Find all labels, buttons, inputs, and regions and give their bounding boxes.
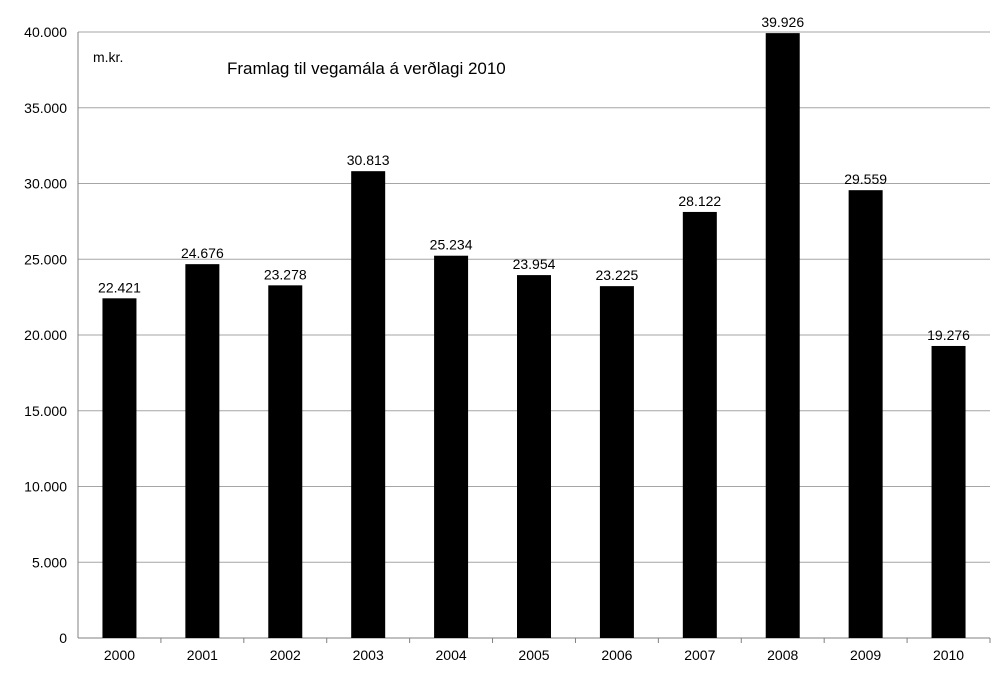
bar-2009 [848, 190, 883, 638]
bar-2000 [102, 298, 137, 638]
bar-value-label: 23.954 [513, 256, 556, 272]
unit-label: m.kr. [93, 49, 123, 65]
bar-2004 [434, 255, 469, 638]
x-tick-label: 2002 [270, 647, 301, 663]
bar-value-label: 19.276 [927, 327, 970, 343]
bar-value-label: 30.813 [347, 152, 390, 168]
bar-2008 [765, 33, 800, 639]
y-tick-label: 25.000 [24, 251, 67, 267]
y-tick-label: 35.000 [24, 100, 67, 116]
bar-value-label: 23.225 [595, 267, 638, 283]
y-tick-label: 20.000 [24, 327, 67, 343]
x-tick-label: 2006 [601, 647, 632, 663]
bar-value-label: 39.926 [761, 14, 804, 30]
x-tick-label: 2007 [684, 647, 715, 663]
bar-value-label: 25.234 [430, 237, 473, 253]
x-axis-tick-labels: 2000 2001 2002 2003 2004 2005 2006 2007 2008 2009… [104, 647, 964, 663]
bars [102, 33, 966, 639]
x-tick-label: 2010 [933, 647, 964, 663]
y-tick-label: 40.000 [24, 24, 67, 40]
bar-value-label: 24.676 [181, 245, 224, 261]
x-tick-label: 2000 [104, 647, 135, 663]
bar-2006 [599, 286, 634, 638]
y-tick-label: 5.000 [32, 554, 67, 570]
bar-2007 [682, 211, 717, 638]
bar-value-label: 23.278 [264, 266, 307, 282]
bar-2010 [931, 345, 966, 638]
bar-value-label: 29.559 [844, 171, 887, 187]
y-tick-label: 30.000 [24, 176, 67, 192]
bar-value-label: 22.421 [98, 279, 141, 295]
chart-title: Framlag til vegamála á verðlagi 2010 [227, 59, 506, 78]
x-tick-label: 2009 [850, 647, 881, 663]
bar-2003 [351, 171, 386, 638]
bar-2005 [517, 275, 551, 638]
x-tick-label: 2001 [187, 647, 218, 663]
y-tick-label: 0 [59, 630, 67, 646]
bar-2002 [268, 285, 303, 638]
y-tick-label: 15.000 [24, 403, 67, 419]
x-tick-label: 2003 [353, 647, 384, 663]
x-tick-label: 2008 [767, 647, 798, 663]
y-axis-tick-labels: 0 5.000 10.000 15.000 20.000 25.000 30.000 35.0… [24, 24, 67, 646]
y-tick-label: 10.000 [24, 479, 67, 495]
x-tick-label: 2005 [518, 647, 549, 663]
bar-2001 [185, 264, 220, 638]
x-tick-label: 2004 [436, 647, 467, 663]
bar-value-labels: 22.421 24.676 23.278 30.813 25.234 23.954 23.2… [98, 14, 970, 343]
bar-value-label: 28.122 [678, 193, 721, 209]
